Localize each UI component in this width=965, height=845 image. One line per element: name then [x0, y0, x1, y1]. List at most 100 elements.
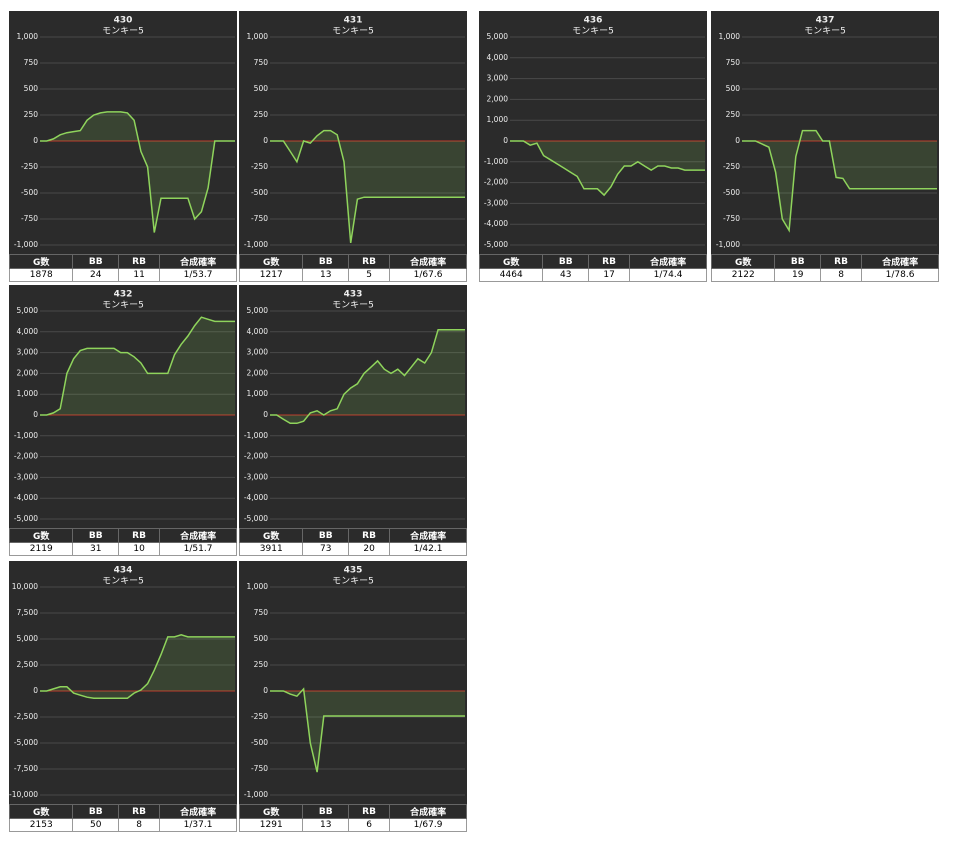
- chart-title: 437: [816, 16, 835, 26]
- cell: 1/53.7: [159, 268, 237, 282]
- area: [510, 141, 705, 196]
- y-tick-label: 500: [726, 84, 741, 93]
- y-tick-label: 0: [33, 410, 38, 419]
- cell: 1/78.6: [861, 268, 939, 282]
- header-row: G数 BB RB 合成確率: [8, 254, 237, 269]
- stats-table: G数 BB RB 合成確率 3911 73 20 1/42.1: [238, 528, 467, 556]
- chart-panel: 434 モンキー5 10,000 7,500 5,000 2,500 0 -2,500 -5,0…: [8, 561, 237, 832]
- cell: 2122: [710, 268, 776, 282]
- y-tick-label: 250: [726, 110, 741, 119]
- cell: 1291: [238, 818, 304, 832]
- cell: 1217: [238, 268, 304, 282]
- area: [40, 317, 235, 415]
- chart-title: 431: [344, 16, 363, 26]
- column-header: RB: [348, 254, 391, 269]
- cell: 24: [72, 268, 120, 282]
- y-tick-label: -250: [251, 712, 268, 721]
- data-row: 2122 19 8 1/78.6: [710, 268, 939, 282]
- y-tick-label: 1,000: [487, 115, 509, 124]
- cell: 1/74.4: [629, 268, 707, 282]
- column-header: BB: [302, 804, 350, 819]
- y-tick-label: 3,000: [247, 348, 269, 357]
- data-row: 1291 13 6 1/67.9: [238, 818, 467, 832]
- y-tick-label: 0: [263, 410, 268, 419]
- y-tick-label: -250: [251, 162, 268, 171]
- cell: 31: [72, 542, 120, 556]
- stats-table: G数 BB RB 合成確率 2153 50 8 1/37.1: [8, 804, 237, 832]
- stats-table: G数 BB RB 合成確率 1878 24 11 1/53.7: [8, 254, 237, 282]
- y-tick-label: 5,000: [487, 32, 509, 41]
- area: [742, 130, 937, 231]
- y-tick-label: -750: [723, 214, 740, 223]
- y-tick-label: -4,000: [244, 493, 268, 502]
- y-tick-label: 7,500: [17, 608, 39, 617]
- y-tick-label: -1,000: [484, 157, 508, 166]
- y-tick-label: 2,000: [17, 368, 39, 377]
- y-tick-label: 3,000: [487, 74, 509, 83]
- cell: 3911: [238, 542, 304, 556]
- y-tick-label: -2,000: [484, 178, 508, 187]
- y-tick-label: -750: [21, 214, 38, 223]
- stats-table: G数 BB RB 合成確率 2122 19 8 1/78.6: [710, 254, 939, 282]
- chart-subtitle: モンキー5: [332, 577, 374, 587]
- y-tick-label: -1,000: [14, 240, 38, 249]
- stats-table: G数 BB RB 合成確率 2119 31 10 1/51.7: [8, 528, 237, 556]
- y-tick-label: 4,000: [487, 53, 509, 62]
- column-header: 合成確率: [629, 254, 707, 269]
- chart-title: 433: [344, 290, 363, 300]
- chart-panel: 433 モンキー5 5,000 4,000 3,000 2,000 1,000 0 -1,000…: [238, 285, 467, 556]
- chart-panel: 432 モンキー5 5,000 4,000 3,000 2,000 1,000 0 -1,000…: [8, 285, 237, 556]
- column-header: BB: [774, 254, 822, 269]
- chart-title: 432: [114, 290, 133, 300]
- y-tick-label: -750: [251, 214, 268, 223]
- area: [270, 329, 465, 424]
- data-row: 2153 50 8 1/37.1: [8, 818, 237, 832]
- cell: 13: [302, 268, 350, 282]
- y-tick-label: 5,000: [247, 306, 269, 315]
- y-tick-label: -250: [21, 162, 38, 171]
- y-tick-label: 0: [263, 686, 268, 695]
- line: [270, 328, 465, 425]
- y-tick-label: 0: [33, 686, 38, 695]
- column-header: G数: [238, 254, 304, 269]
- y-tick-label: -5,000: [484, 240, 508, 249]
- y-tick-label: 2,500: [17, 660, 39, 669]
- y-tick-label: 2,000: [487, 94, 509, 103]
- y-tick-label: -750: [251, 764, 268, 773]
- chart-subtitle: モンキー5: [804, 27, 846, 37]
- y-tick-label: -5,000: [14, 738, 38, 747]
- cell: 1/37.1: [159, 818, 237, 832]
- stats-table: G数 BB RB 合成確率 1217 13 5 1/67.6: [238, 254, 467, 282]
- cell: 1/51.7: [159, 542, 237, 556]
- y-tick-label: 0: [503, 136, 508, 145]
- y-tick-label: -5,000: [244, 514, 268, 523]
- y-tick-label: 0: [735, 136, 740, 145]
- cell: 6: [348, 818, 391, 832]
- column-header: BB: [72, 254, 120, 269]
- y-tick-label: 1,000: [719, 32, 741, 41]
- column-header: 合成確率: [389, 254, 467, 269]
- y-tick-label: 0: [33, 136, 38, 145]
- column-header: BB: [542, 254, 590, 269]
- cell: 1/67.9: [389, 818, 467, 832]
- y-tick-label: 1,000: [247, 582, 269, 591]
- cell: 19: [774, 268, 822, 282]
- data-row: 1878 24 11 1/53.7: [8, 268, 237, 282]
- column-header: G数: [8, 528, 74, 543]
- y-tick-label: -1,000: [244, 431, 268, 440]
- area: [270, 688, 465, 773]
- data-row: 1217 13 5 1/67.6: [238, 268, 467, 282]
- y-tick-label: 4,000: [247, 327, 269, 336]
- stats-table: G数 BB RB 合成確率 4464 43 17 1/74.4: [478, 254, 707, 282]
- y-tick-label: 750: [254, 608, 269, 617]
- column-header: 合成確率: [159, 528, 237, 543]
- column-header: 合成確率: [861, 254, 939, 269]
- cell: 1/42.1: [389, 542, 467, 556]
- y-tick-label: -4,000: [484, 219, 508, 228]
- column-header: G数: [238, 804, 304, 819]
